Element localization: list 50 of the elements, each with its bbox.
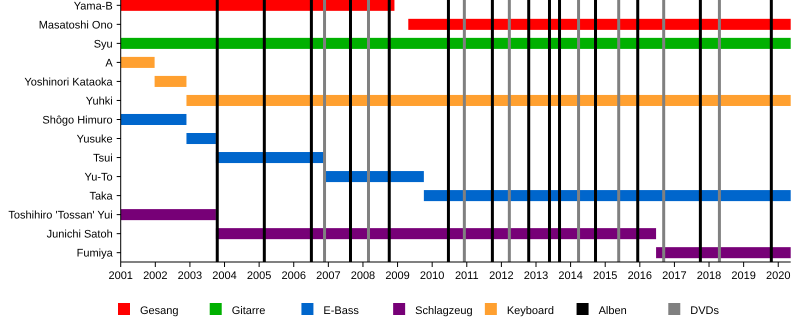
legend-label: E-Bass: [323, 305, 360, 317]
legend-label: Gitarre: [232, 305, 266, 317]
x-tick-label: 2012: [489, 270, 514, 282]
bar: [120, 38, 791, 49]
x-tick-label: 2005: [246, 270, 272, 282]
y-tick-label: Toshihiro 'Tossan' Yui: [8, 210, 113, 222]
y-tick-label: Fumiya: [76, 248, 114, 260]
x-tick-label: 2020: [766, 270, 790, 282]
y-tick-label: Yusuke: [76, 134, 113, 146]
bar: [120, 0, 394, 11]
x-tick-label: 2013: [524, 270, 548, 282]
legend-label: Alben: [598, 305, 627, 317]
x-tick-label: 2010: [420, 270, 444, 282]
y-tick-label: Taka: [89, 190, 114, 203]
x-tick-label: 2017: [662, 270, 687, 282]
bar: [120, 209, 216, 220]
bar: [120, 114, 186, 126]
bar: [186, 132, 216, 144]
x-tick-label: 2016: [628, 270, 652, 282]
bar: [120, 56, 155, 68]
x-tick-label: 2006: [281, 270, 306, 282]
x-tick-label: 2007: [316, 270, 341, 282]
x-tick-label: 2003: [178, 270, 202, 282]
x-tick-label: 2002: [143, 270, 168, 282]
bar: [324, 171, 424, 182]
bar: [656, 247, 791, 258]
x-tick-label: 2008: [350, 270, 376, 282]
x-tick-label: 2001: [108, 270, 133, 282]
legend-label: Gesang: [140, 305, 179, 317]
y-tick-label: Yoshinori Kataoka: [24, 76, 114, 88]
legend-label: Schlagzeug: [415, 305, 473, 317]
y-tick-label: Yama-B: [74, 0, 113, 12]
x-tick-label: 2009: [385, 270, 410, 282]
y-tick-label: Yuhki: [86, 95, 113, 108]
legend-label: DVDs: [690, 305, 720, 317]
y-tick-label: Junichi Satoh: [46, 228, 113, 241]
x-tick-label: 2015: [592, 270, 618, 282]
x-tick-label: 2018: [696, 270, 722, 282]
y-tick-label: A: [105, 57, 114, 70]
y-tick-label: Masatoshi Ono: [38, 19, 113, 32]
y-tick-label: Shôgo Himuro: [42, 114, 113, 126]
x-tick-label: 2019: [731, 270, 756, 282]
x-tick-label: 2014: [558, 270, 583, 282]
bar: [154, 76, 186, 87]
y-tick-label: Yu-To: [84, 172, 113, 184]
x-tick-label: 2011: [454, 270, 479, 282]
legend-label: Keyboard: [506, 305, 554, 317]
y-tick-label: Syu: [94, 38, 113, 50]
x-tick-label: 2004: [212, 270, 237, 282]
y-tick-label: Tsui: [93, 152, 113, 165]
